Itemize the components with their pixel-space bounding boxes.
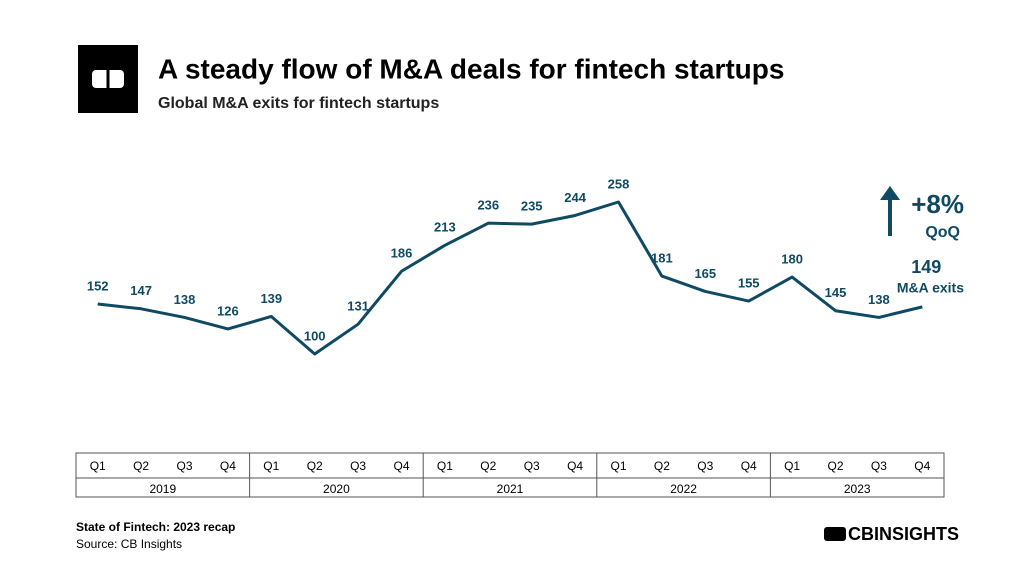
value-label: 258 xyxy=(608,176,630,191)
x-tick-label: Q2 xyxy=(307,459,323,473)
x-tick-label: Q2 xyxy=(654,459,670,473)
x-tick-label: Q2 xyxy=(480,459,496,473)
value-label: 155 xyxy=(738,276,760,291)
value-label: 149 xyxy=(911,257,941,277)
x-group-label: 2022 xyxy=(670,482,697,496)
value-label: 147 xyxy=(130,283,152,298)
last-label: M&A exits xyxy=(897,280,964,296)
x-axis-box xyxy=(75,452,945,498)
x-tick-label: Q3 xyxy=(871,459,887,473)
x-tick-label: Q4 xyxy=(393,459,409,473)
value-label: 165 xyxy=(694,266,716,281)
x-tick-label: Q1 xyxy=(90,459,106,473)
x-tick-label: Q3 xyxy=(697,459,713,473)
footer-source: Source: CB Insights xyxy=(76,537,182,551)
x-group-label: 2021 xyxy=(497,482,524,496)
value-label: 244 xyxy=(564,190,586,205)
arrow-head xyxy=(880,186,900,200)
value-label: 152 xyxy=(87,278,109,293)
value-label: 145 xyxy=(825,285,847,300)
x-group-label: 2023 xyxy=(844,482,871,496)
value-label: 180 xyxy=(781,251,803,266)
x-tick-label: Q1 xyxy=(610,459,626,473)
footer-note: State of Fintech: 2023 recap xyxy=(76,520,235,534)
x-group-label: 2019 xyxy=(149,482,176,496)
x-tick-label: Q2 xyxy=(133,459,149,473)
value-label: 186 xyxy=(391,246,413,261)
value-label: 126 xyxy=(217,303,239,318)
value-label: 235 xyxy=(521,199,543,214)
x-tick-label: Q1 xyxy=(784,459,800,473)
x-tick-label: Q1 xyxy=(437,459,453,473)
brand-icon xyxy=(824,527,846,541)
chart-title: A steady flow of M&A deals for fintech s… xyxy=(158,53,784,84)
line-series xyxy=(97,200,923,356)
value-label: 100 xyxy=(304,328,326,343)
value-label: 213 xyxy=(434,220,456,235)
x-group-label: 2020 xyxy=(323,482,350,496)
x-tick-label: Q4 xyxy=(914,459,930,473)
change-annotation: +8% xyxy=(911,189,964,219)
value-label: 181 xyxy=(651,251,673,266)
x-tick-label: Q3 xyxy=(350,459,366,473)
x-tick-label: Q4 xyxy=(220,459,236,473)
x-tick-label: Q3 xyxy=(176,459,192,473)
chart-subtitle: Global M&A exits for fintech startups xyxy=(158,95,439,112)
x-tick-label: Q3 xyxy=(524,459,540,473)
value-label: 138 xyxy=(868,292,890,307)
x-tick-label: Q1 xyxy=(263,459,279,473)
x-tick-label: Q4 xyxy=(567,459,583,473)
change-label: QoQ xyxy=(925,224,960,241)
value-label: 131 xyxy=(347,299,369,314)
value-label: 236 xyxy=(477,198,499,213)
brand: CBINSIGHTS xyxy=(848,524,959,544)
x-tick-label: Q4 xyxy=(741,459,757,473)
value-label: 139 xyxy=(260,291,282,306)
x-tick-label: Q2 xyxy=(827,459,843,473)
value-label: 138 xyxy=(174,292,196,307)
